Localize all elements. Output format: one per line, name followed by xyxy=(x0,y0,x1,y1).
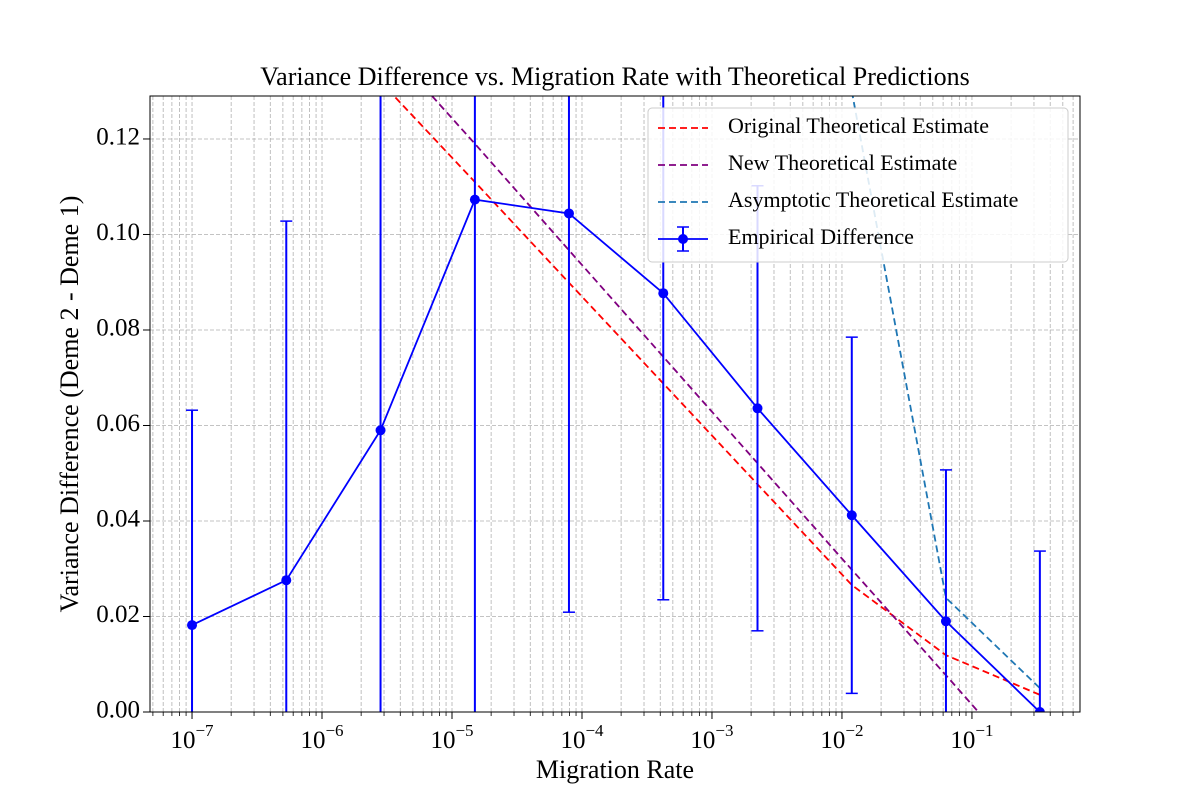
legend: Original Theoretical Estimate New Theoret… xyxy=(647,107,1069,263)
data-point xyxy=(940,616,951,627)
x-tick-label: 10−5 xyxy=(430,721,473,754)
x-tick-label: 10−4 xyxy=(560,721,604,754)
data-point xyxy=(846,510,857,521)
data-point xyxy=(752,403,763,414)
chart-title: Variance Difference vs. Migration Rate w… xyxy=(260,62,969,91)
legend-label: Original Theoretical Estimate xyxy=(728,113,989,138)
x-axis-label: Migration Rate xyxy=(536,755,694,784)
series-line xyxy=(191,198,1041,712)
data-point xyxy=(187,620,198,631)
ticks: 10−7 10−6 10−5 10−4 10−3 10−2 10−1 0.00 0.02 0.04… xyxy=(96,124,1074,754)
legend-swatch xyxy=(678,234,688,244)
data-point xyxy=(469,194,480,205)
legend-box xyxy=(647,107,1069,263)
y-tick-label: 0.08 xyxy=(96,315,140,342)
data-point xyxy=(1034,707,1045,712)
error-bar xyxy=(1033,550,1046,712)
legend-label: New Theoretical Estimate xyxy=(728,150,957,175)
y-axis-label: Variance Difference (Deme 2 - Deme 1) xyxy=(55,196,84,613)
x-tick-label: 10−6 xyxy=(300,721,343,754)
legend-label: Empirical Difference xyxy=(728,224,914,249)
y-tick-label: 0.02 xyxy=(96,601,140,628)
y-tick-label: 0.00 xyxy=(96,697,140,724)
x-tick-label: 10−3 xyxy=(690,721,733,754)
series-line xyxy=(392,96,1041,696)
y-tick-label: 0.12 xyxy=(96,124,140,151)
series-line xyxy=(430,96,980,712)
y-tick-label: 0.06 xyxy=(96,410,140,437)
data-point xyxy=(375,425,386,436)
data-point xyxy=(563,208,574,219)
x-tick-label: 10−1 xyxy=(950,721,993,754)
x-tick-label: 10−2 xyxy=(820,721,863,754)
grid xyxy=(150,96,1080,713)
y-tick-label: 0.10 xyxy=(96,219,140,246)
axes-frame xyxy=(149,95,1081,713)
data-point xyxy=(658,288,669,299)
y-tick-label: 0.04 xyxy=(96,506,140,533)
legend-label: Asymptotic Theoretical Estimate xyxy=(728,187,1018,212)
data-point xyxy=(281,575,292,586)
x-tick-label: 10−7 xyxy=(170,721,214,754)
